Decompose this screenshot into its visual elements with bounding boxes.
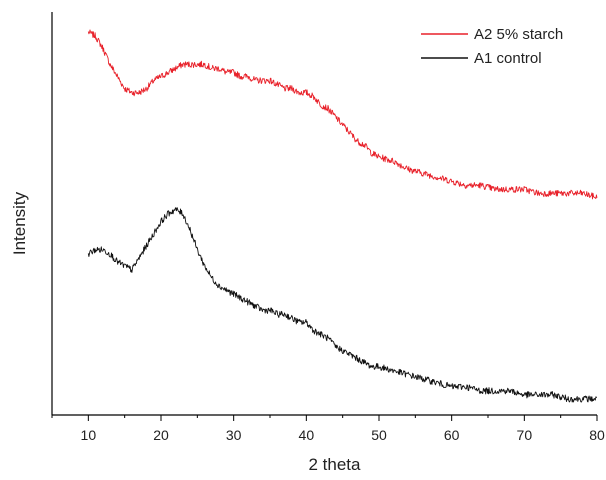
x-axis-title: 2 theta — [309, 455, 362, 474]
legend: A2 5% starch A1 control — [421, 26, 563, 67]
plot-area — [87, 29, 598, 403]
x-tick-label: 50 — [371, 427, 387, 443]
x-tick-label: 70 — [517, 427, 533, 443]
x-tick-label: 20 — [153, 427, 169, 443]
series-line-a2-starch — [87, 29, 598, 200]
legend-label-a1-control: A1 control — [474, 50, 542, 67]
x-tick-label: 30 — [226, 427, 242, 443]
x-tick-label: 60 — [444, 427, 460, 443]
x-tick-label: 10 — [81, 427, 97, 443]
legend-label-a2-starch: A2 5% starch — [474, 26, 563, 43]
axes — [51, 12, 597, 416]
x-tick-label: 80 — [589, 427, 605, 443]
y-axis-title: Intensity — [10, 191, 29, 255]
x-tick-label: 40 — [299, 427, 315, 443]
x-axis-ticks: 10 20 30 40 50 60 70 80 — [51, 415, 605, 443]
series-line-a1-control — [87, 207, 597, 403]
